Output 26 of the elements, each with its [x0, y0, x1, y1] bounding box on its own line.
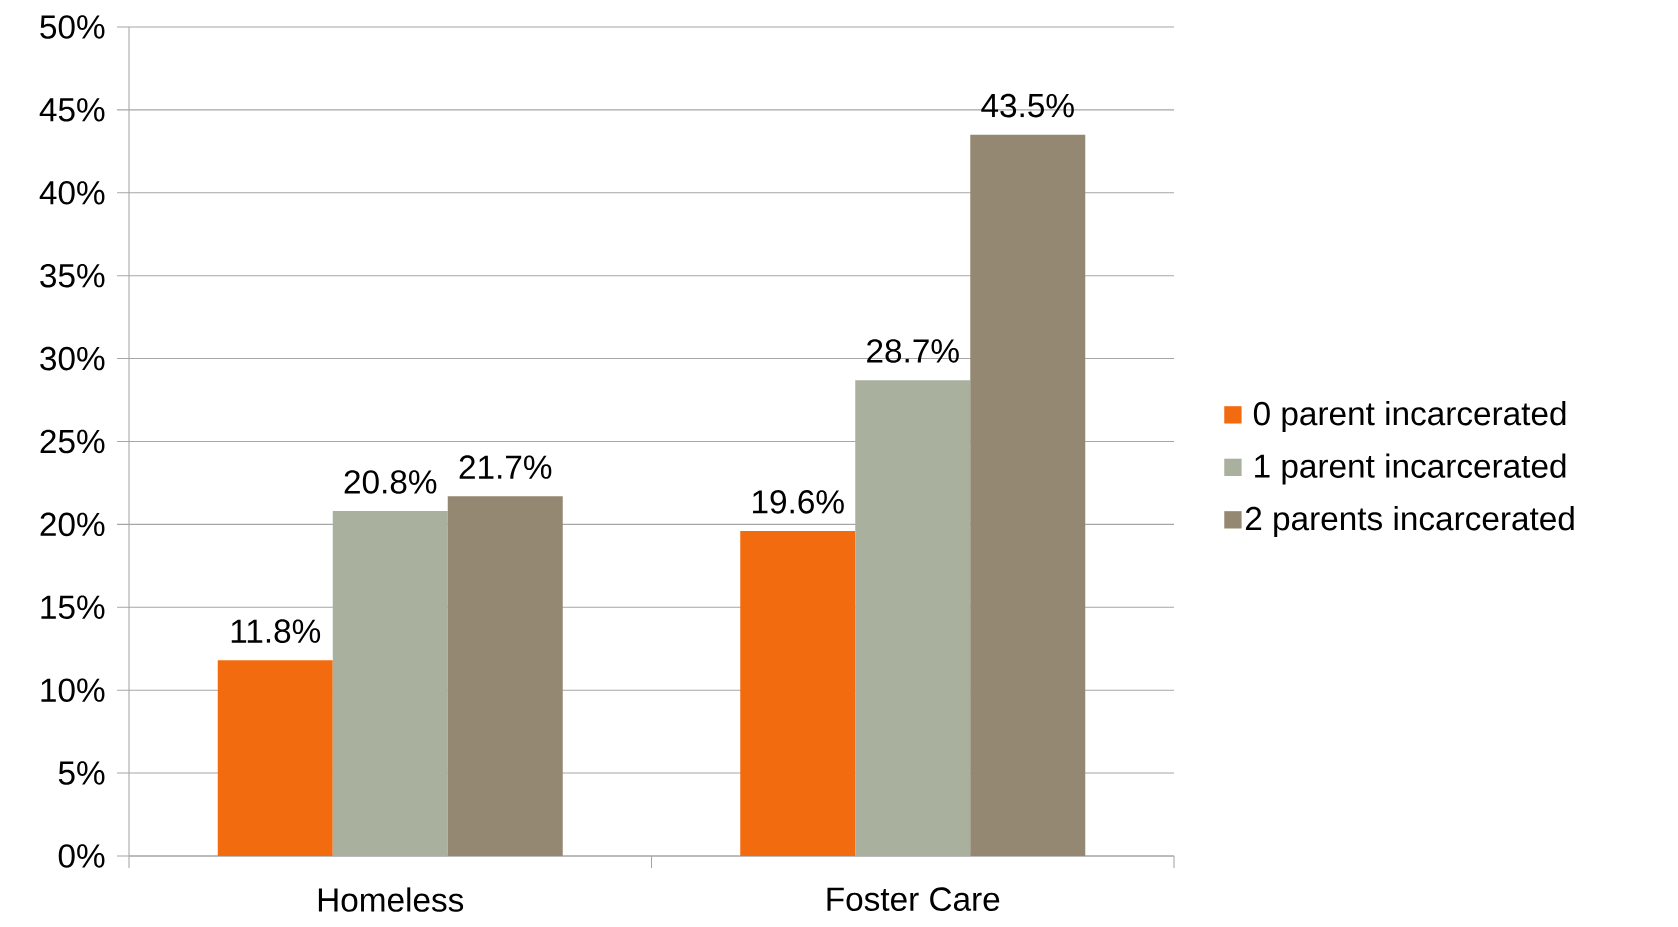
data-label: 43.5% [981, 93, 1074, 118]
y-tick-label: 40% [39, 180, 105, 205]
legend-label: 0 parent incarcerated [1253, 400, 1566, 433]
data-label: 28.7% [867, 339, 959, 363]
y-tick-label: 10% [41, 678, 105, 702]
y-tick-label: 5% [58, 761, 105, 785]
y-tick-label: 0% [58, 844, 105, 868]
y-tick-label: 30% [40, 346, 105, 371]
y-tick-label: 45% [39, 98, 105, 122]
y-tick-label: 15% [41, 595, 105, 620]
bar [217, 660, 333, 856]
y-tick-label: 25% [40, 429, 105, 454]
bar [740, 531, 856, 856]
data-label: 11.8% [231, 619, 321, 643]
y-tick-label: 35% [40, 263, 105, 288]
y-tick-label: 20% [40, 512, 105, 537]
legend-label: 1 parent incarcerated [1255, 453, 1566, 485]
y-tick-label: 50% [40, 15, 105, 39]
bar [970, 134, 1086, 856]
legend-label: 2 parents incarcerated [1245, 505, 1574, 537]
bar [447, 496, 563, 856]
x-tick-label: Homeless [318, 887, 464, 912]
x-tick-label: Foster Care [827, 887, 1000, 911]
data-label: 20.8% [344, 470, 437, 494]
data-label: 21.7% [459, 455, 552, 479]
data-label: 19.6% [753, 490, 844, 514]
